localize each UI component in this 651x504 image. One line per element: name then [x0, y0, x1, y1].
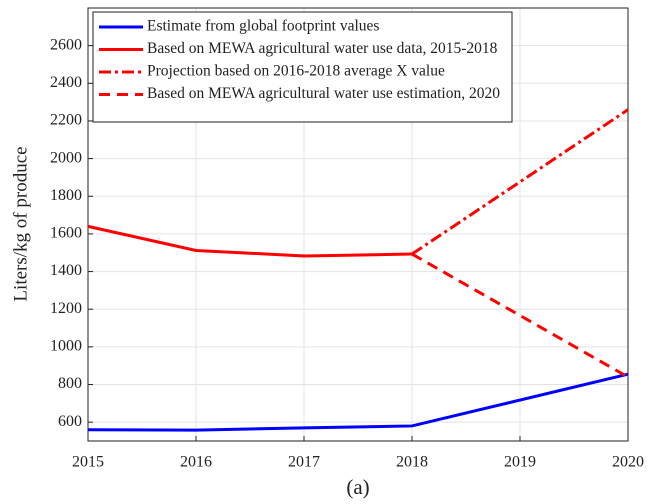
- series-line: [87, 372, 629, 432]
- x-axis-label: (a): [346, 475, 369, 499]
- y-tick-label: 2600: [50, 36, 82, 53]
- legend-label: Estimate from global footprint values: [147, 18, 379, 35]
- y-tick-label: 600: [58, 413, 82, 430]
- legend-box: [92, 11, 513, 123]
- plot-frame: [87, 7, 629, 442]
- series-line: [87, 224, 413, 258]
- series-line: [411, 252, 629, 379]
- y-tick-label: 1200: [50, 300, 82, 317]
- y-tick-label: 1600: [50, 225, 82, 242]
- y-tick-label: 800: [58, 375, 82, 392]
- y-tick-label: 2400: [50, 74, 82, 91]
- y-tick-label: 2000: [50, 149, 82, 166]
- x-tick-label: 2017: [288, 454, 320, 471]
- legend-label: Projection based on 2016-2018 average X …: [147, 63, 445, 80]
- x-tick-label: 2020: [612, 454, 644, 471]
- series-line: [411, 108, 629, 256]
- y-tick-label: 1000: [50, 338, 82, 355]
- legend-label: Based on MEWA agricultural water use est…: [147, 85, 500, 102]
- y-axis-label: Liters/kg of produce: [10, 146, 31, 301]
- x-tick-label: 2018: [396, 454, 428, 471]
- x-tick-label: 2015: [72, 454, 104, 471]
- y-tick-label: 1800: [50, 187, 82, 204]
- x-tick-label: 2019: [504, 454, 536, 471]
- legend-label: Based on MEWA agricultural water use dat…: [147, 40, 498, 57]
- y-tick-label: 2200: [50, 112, 82, 129]
- y-tick-label: 1400: [50, 262, 82, 279]
- x-tick-label: 2016: [180, 454, 212, 471]
